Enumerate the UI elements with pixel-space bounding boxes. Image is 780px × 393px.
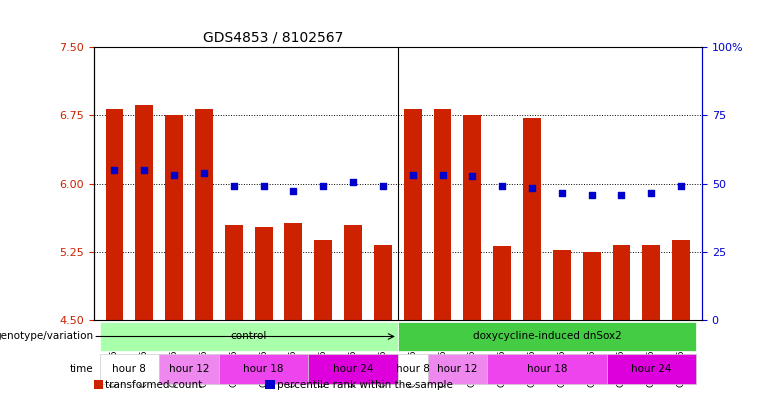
Bar	[672, 240, 690, 320]
Bar	[105, 109, 123, 320]
Bar	[129, 47, 159, 320]
FancyBboxPatch shape	[607, 354, 696, 384]
Text: percentile rank within the sample: percentile rank within the sample	[277, 380, 452, 390]
Bar	[612, 245, 630, 320]
Bar	[517, 47, 547, 320]
Text: hour 8: hour 8	[112, 364, 147, 374]
Text: hour 24: hour 24	[631, 364, 672, 374]
Bar	[159, 47, 189, 320]
Bar	[254, 226, 272, 320]
Bar	[643, 245, 660, 320]
Bar	[314, 240, 332, 320]
Point	[436, 171, 448, 178]
Bar	[457, 47, 488, 320]
Bar	[523, 118, 541, 320]
Text: hour 18: hour 18	[243, 364, 284, 374]
Point	[168, 171, 180, 178]
Point	[377, 182, 389, 189]
FancyBboxPatch shape	[219, 354, 308, 384]
Point	[555, 190, 568, 196]
FancyBboxPatch shape	[427, 354, 488, 384]
Point	[287, 188, 300, 194]
Bar	[636, 47, 666, 320]
Bar	[404, 109, 422, 320]
Bar	[285, 223, 303, 320]
Text: doxycycline-induced dnSox2: doxycycline-induced dnSox2	[473, 331, 622, 342]
Text: hour 8: hour 8	[395, 364, 430, 374]
FancyBboxPatch shape	[159, 354, 219, 384]
FancyBboxPatch shape	[308, 354, 398, 384]
Text: hour 12: hour 12	[168, 364, 209, 374]
Bar	[434, 109, 452, 320]
Bar	[576, 47, 607, 320]
Text: hour 18: hour 18	[526, 364, 567, 374]
Bar	[463, 116, 481, 320]
Point	[347, 179, 360, 185]
FancyBboxPatch shape	[488, 354, 607, 384]
Bar	[165, 116, 183, 320]
Bar	[398, 47, 427, 320]
FancyBboxPatch shape	[100, 354, 159, 384]
Bar	[553, 250, 571, 320]
Point	[228, 182, 240, 189]
Point	[406, 171, 419, 178]
FancyBboxPatch shape	[398, 354, 427, 384]
Point	[526, 185, 538, 191]
Bar	[219, 47, 249, 320]
Point	[586, 191, 598, 198]
Point	[496, 182, 509, 189]
Bar	[547, 47, 576, 320]
Point	[675, 182, 687, 189]
Bar	[607, 47, 636, 320]
Point	[615, 191, 628, 198]
Point	[466, 173, 479, 180]
Point	[197, 170, 210, 176]
Text: hour 24: hour 24	[333, 364, 374, 374]
Bar	[189, 47, 219, 320]
Bar	[374, 245, 392, 320]
Point	[108, 167, 121, 173]
Bar	[493, 246, 511, 320]
Text: time: time	[69, 364, 94, 374]
Bar	[368, 47, 398, 320]
Bar	[249, 47, 278, 320]
Text: hour 12: hour 12	[438, 364, 477, 374]
FancyBboxPatch shape	[100, 322, 398, 351]
Bar	[339, 47, 368, 320]
Bar	[278, 47, 308, 320]
Point	[138, 167, 151, 173]
Text: genotype/variation: genotype/variation	[0, 331, 94, 342]
Bar	[583, 252, 601, 320]
Bar	[488, 47, 517, 320]
Point	[645, 190, 658, 196]
Bar	[427, 47, 457, 320]
Bar	[666, 47, 696, 320]
Text: GDS4853 / 8102567: GDS4853 / 8102567	[203, 31, 343, 44]
FancyBboxPatch shape	[398, 322, 696, 351]
Bar	[308, 47, 339, 320]
Text: transformed count: transformed count	[105, 380, 203, 390]
Bar	[100, 47, 129, 320]
Bar	[344, 225, 362, 320]
Text: control: control	[231, 331, 267, 342]
Bar	[195, 109, 213, 320]
Point	[257, 182, 270, 189]
Bar	[136, 105, 153, 320]
Bar	[225, 225, 243, 320]
Point	[317, 182, 329, 189]
